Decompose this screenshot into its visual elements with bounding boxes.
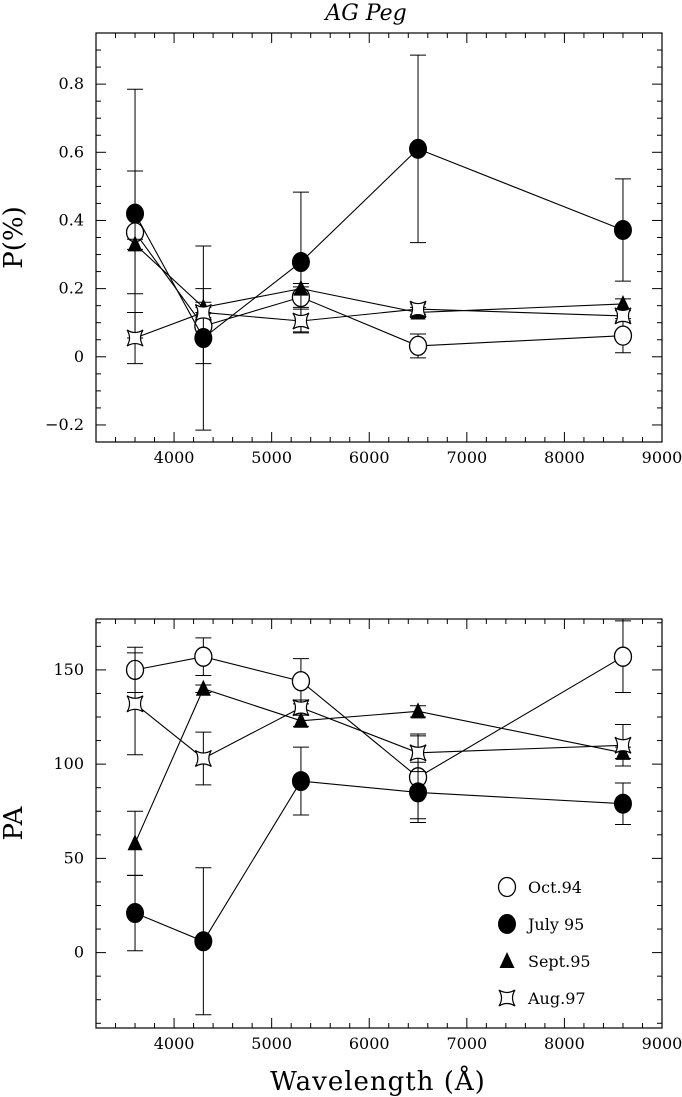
y-tick-label: 150 bbox=[53, 660, 84, 679]
pa-point-oct-94 bbox=[194, 646, 213, 667]
series-sept-95 bbox=[127, 679, 631, 876]
pa-point-sept-95 bbox=[410, 702, 426, 719]
y-tick-label: 0.4 bbox=[59, 210, 84, 229]
legend-marker-sept-95 bbox=[499, 952, 515, 968]
p-point-sept-95 bbox=[127, 235, 143, 252]
x-tick-label: 6000 bbox=[349, 448, 390, 467]
plot-frame bbox=[95, 32, 663, 443]
p-point-aug-97 bbox=[409, 300, 427, 318]
p-point-july-95 bbox=[194, 328, 213, 349]
x-tick-label: 8000 bbox=[544, 1034, 585, 1053]
p-point-aug-97 bbox=[292, 312, 310, 330]
pa-point-july-95 bbox=[613, 793, 632, 814]
p-point-sept-95 bbox=[615, 294, 631, 311]
plot-frame bbox=[95, 618, 663, 1029]
pa-point-oct-94 bbox=[613, 646, 633, 667]
series-line bbox=[134, 688, 624, 844]
x-tick-label: 7000 bbox=[446, 1034, 487, 1053]
legend-item-july-95: July 95 bbox=[498, 914, 584, 934]
position-angle-panel: 4000 5000 6000 7000 8000 9000 0 50 100 150 PA bbox=[0, 618, 682, 1053]
pa-point-july-95 bbox=[126, 903, 145, 924]
p-point-oct-94 bbox=[408, 335, 428, 357]
legend-item-aug-97: Aug.97 bbox=[498, 989, 586, 1008]
y-tick-label: 0 bbox=[74, 347, 84, 366]
series-july-95 bbox=[126, 54, 632, 431]
y-axis-label: P(%) bbox=[0, 206, 29, 269]
p-point-july-95 bbox=[409, 138, 428, 159]
pa-point-aug-97 bbox=[614, 736, 632, 754]
p-point-july-95 bbox=[126, 203, 145, 224]
pa-point-july-95 bbox=[194, 931, 213, 952]
y-tick-label: 0.2 bbox=[59, 279, 84, 298]
x-tick-label: 4000 bbox=[154, 448, 195, 467]
pa-point-aug-97 bbox=[409, 744, 427, 762]
p-point-aug-97 bbox=[614, 307, 632, 325]
series-july-95 bbox=[126, 746, 632, 1016]
pa-point-sept-95 bbox=[195, 679, 211, 696]
pa-point-sept-95 bbox=[293, 711, 309, 728]
x-tick-label: 5000 bbox=[251, 1034, 292, 1053]
pa-point-oct-94 bbox=[291, 671, 311, 692]
series-line bbox=[134, 703, 623, 760]
polarization-panel: 4000 5000 6000 7000 8000 9000 −0.2 0 0.2 0.4 0.6 0.… bbox=[0, 32, 682, 467]
y-tick-label: −0.2 bbox=[45, 415, 84, 434]
y-tick-label: 0 bbox=[74, 943, 84, 962]
y-axis-label: PA bbox=[0, 805, 29, 840]
x-axis-label: Wavelength (Å) bbox=[270, 1065, 486, 1097]
x-tick-label: 9000 bbox=[642, 448, 682, 467]
x-tick-label: 4000 bbox=[154, 1034, 195, 1053]
legend-label: Aug.97 bbox=[527, 989, 586, 1008]
x-tick-label: 5000 bbox=[251, 448, 292, 467]
y-tick-label: 50 bbox=[64, 848, 84, 867]
series-aug-97 bbox=[126, 300, 632, 365]
legend-marker-july-95 bbox=[498, 914, 516, 934]
p-point-aug-97 bbox=[126, 329, 144, 347]
series-oct-94 bbox=[125, 620, 633, 820]
legend-marker-oct-94 bbox=[497, 876, 517, 898]
legend-item-oct-94: Oct.94 bbox=[497, 876, 582, 898]
y-tick-label: 0.6 bbox=[59, 142, 84, 161]
legend-label: Sept.95 bbox=[528, 952, 591, 971]
pa-point-july-95 bbox=[409, 782, 428, 803]
p-point-sept-95 bbox=[293, 279, 309, 296]
p-point-july-95 bbox=[613, 220, 632, 241]
p-point-aug-97 bbox=[194, 303, 212, 321]
y-tick-label: 0.8 bbox=[59, 74, 84, 93]
legend-label: Oct.94 bbox=[528, 878, 582, 897]
pa-point-aug-97 bbox=[292, 699, 310, 717]
series-aug-97 bbox=[126, 652, 632, 786]
y-tick-label: 100 bbox=[53, 754, 84, 773]
x-tick-label: 7000 bbox=[446, 448, 487, 467]
legend-item-sept-95: Sept.95 bbox=[499, 952, 591, 971]
x-tick-label: 9000 bbox=[642, 1034, 682, 1053]
pa-point-aug-97 bbox=[126, 695, 144, 713]
x-tick-label: 6000 bbox=[349, 1034, 390, 1053]
legend-marker-aug-97 bbox=[498, 989, 516, 1007]
p-point-july-95 bbox=[291, 252, 310, 273]
pa-point-sept-95 bbox=[127, 834, 143, 851]
pa-point-july-95 bbox=[291, 771, 310, 792]
legend-label: July 95 bbox=[526, 915, 584, 934]
legend: Oct.94 July 95 Sept.95 Aug.97 bbox=[497, 876, 591, 1008]
x-tick-label: 8000 bbox=[544, 448, 585, 467]
p-point-oct-94 bbox=[613, 325, 633, 346]
pa-point-aug-97 bbox=[194, 749, 212, 767]
chart-title: AG Peg bbox=[323, 1, 406, 26]
